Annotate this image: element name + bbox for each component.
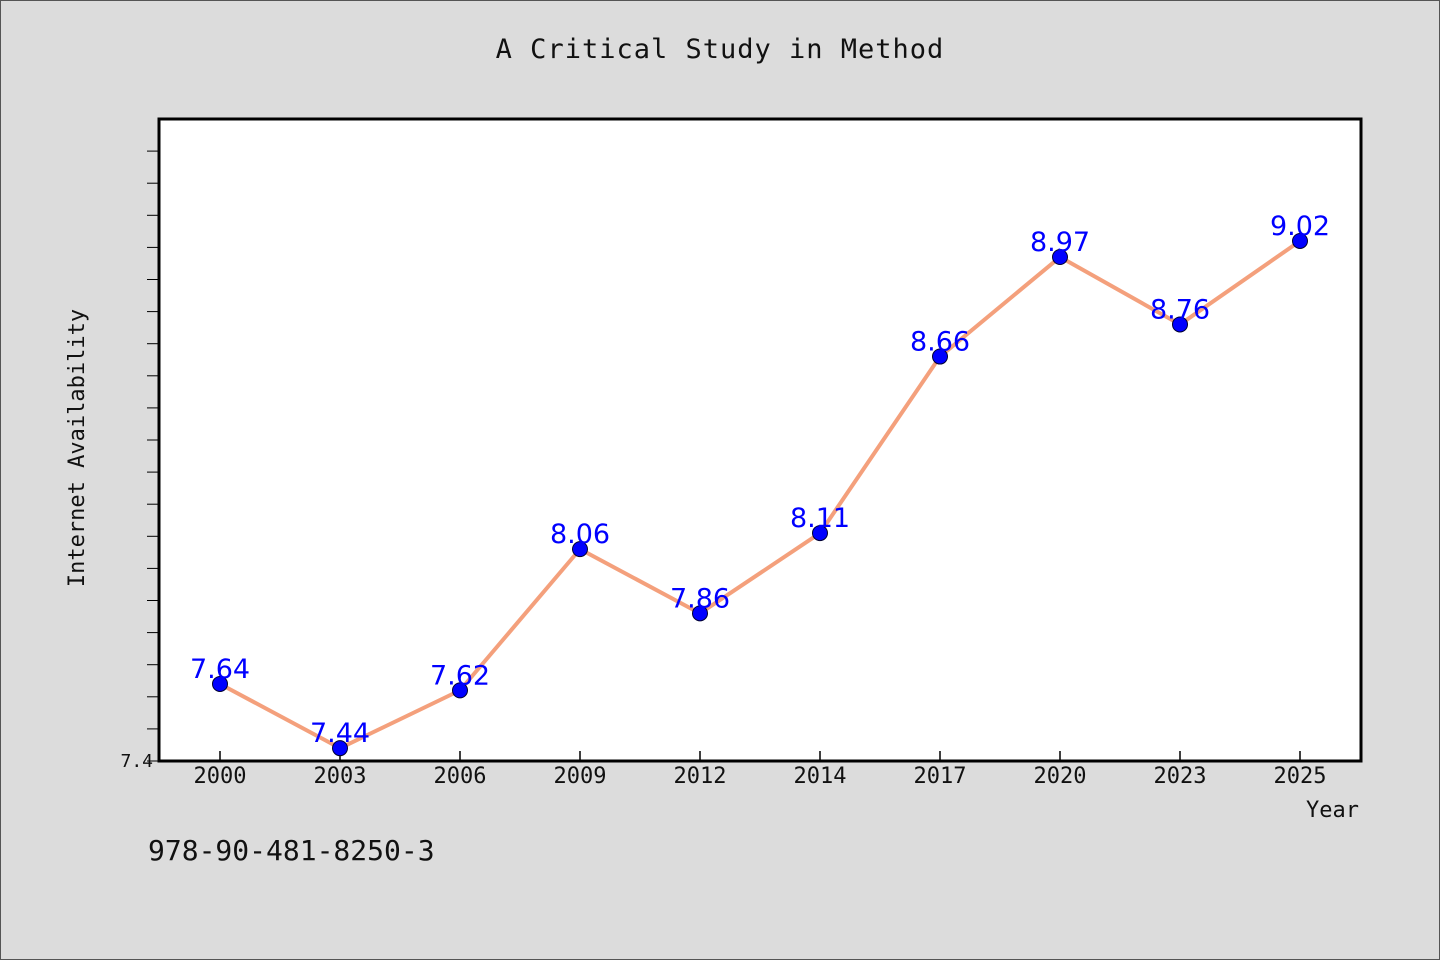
y-tick-label: 7.4: [120, 751, 153, 772]
data-label: 8.66: [910, 327, 970, 358]
data-label: 8.11: [790, 503, 850, 534]
data-label: 9.02: [1270, 211, 1330, 242]
data-point: [572, 541, 588, 558]
data-point: [212, 675, 228, 692]
x-tick-label: 2012: [674, 764, 727, 789]
x-tick-label: 2020: [1034, 764, 1087, 789]
x-tick-label: 2023: [1154, 764, 1207, 789]
data-label: 7.64: [190, 654, 250, 685]
data-point: [692, 605, 708, 622]
data-label: 7.44: [310, 718, 370, 749]
data-point: [452, 682, 468, 699]
y-axis-label: Internet Availability: [65, 309, 90, 587]
series-line: [218, 238, 1302, 751]
data-point: [332, 740, 348, 757]
x-tick-label: 2025: [1274, 764, 1327, 789]
x-axis-ticks: 2000 2003 2006 2009 2012 2014 2017 2020 2023 2025: [194, 751, 1327, 789]
chart-title: A Critical Study in Method: [495, 34, 945, 65]
data-point: [932, 348, 948, 365]
data-label-layer: 7.64 7.44 7.62 8.06 7.86 8.11 8.66 8.97 8.76 9.02: [190, 211, 1330, 749]
y-axis-ticks: 7.4: [120, 150, 159, 772]
x-tick-label: 2006: [434, 764, 487, 789]
data-point: [1172, 316, 1188, 333]
data-label: 8.97: [1030, 227, 1090, 258]
x-tick-label: 2009: [554, 764, 607, 789]
data-point: [1052, 249, 1068, 266]
isbn-text: 978-90-481-8250-3: [148, 834, 435, 867]
x-axis-label: Year: [1306, 798, 1359, 823]
data-label: 7.62: [430, 660, 490, 691]
x-tick-label: 2003: [314, 764, 367, 789]
x-tick-label: 2017: [914, 764, 967, 789]
data-point: [812, 525, 828, 542]
x-tick-label: 2014: [794, 764, 847, 789]
plot-area: [157, 117, 1363, 763]
data-label: 8.76: [1150, 294, 1210, 325]
data-label: 8.06: [550, 519, 610, 550]
data-label: 7.86: [670, 583, 730, 614]
series-layer: [212, 232, 1308, 757]
x-tick-label: 2000: [194, 764, 247, 789]
data-point: [1292, 232, 1308, 249]
